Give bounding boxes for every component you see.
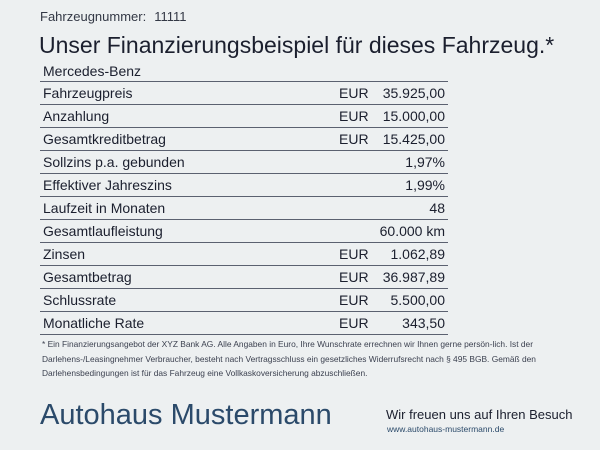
table-row: Gesamtlaufleistung 60.000 km <box>40 220 448 243</box>
row-label: Gesamtlaufleistung <box>43 223 163 239</box>
row-label: Laufzeit in Monaten <box>43 200 166 216</box>
vehicle-number-label: Fahrzeugnummer: <box>40 9 147 24</box>
table-row: Effektiver Jahreszins 1,99% <box>40 174 448 197</box>
table-row: Gesamtbetrag EUR 36.987,89 <box>40 266 448 289</box>
financing-table: Fahrzeugpreis EUR 35.925,00 Anzahlung EU… <box>40 81 448 335</box>
row-currency: EUR <box>339 246 369 262</box>
row-label: Gesamtbetrag <box>43 269 132 285</box>
table-row: Schlussrate EUR 5.500,00 <box>40 289 448 312</box>
row-value: 1,99% <box>405 177 445 193</box>
row-value: 343,50 <box>402 315 445 331</box>
row-currency: EUR <box>339 315 369 331</box>
row-value: 1,97% <box>405 154 445 170</box>
row-label: Zinsen <box>43 246 86 262</box>
row-value: 5.500,00 <box>390 292 446 308</box>
row-currency: EUR <box>339 292 369 308</box>
row-currency: EUR <box>339 269 369 285</box>
table-row: Laufzeit in Monaten 48 <box>40 197 448 220</box>
slogan: Wir freuen uns auf Ihren Besuch <box>386 407 573 422</box>
page-title: Unser Finanzierungsbeispiel für dieses F… <box>39 32 555 58</box>
table-row: Zinsen EUR 1.062,89 <box>40 243 448 266</box>
row-currency: EUR <box>339 131 369 147</box>
website-link[interactable]: www.autohaus-mustermann.de <box>387 424 505 434</box>
row-label: Schlussrate <box>43 292 117 308</box>
table-row: Gesamtkreditbetrag EUR 15.425,00 <box>40 128 448 151</box>
vehicle-number-value: 11111 <box>154 9 187 24</box>
row-value: 60.000 km <box>379 223 445 239</box>
row-value: 1.062,89 <box>390 246 446 262</box>
row-value: 48 <box>429 200 445 216</box>
row-currency: EUR <box>339 85 369 101</box>
row-value: 15.000,00 <box>382 108 445 124</box>
row-label: Sollzins p.a. gebunden <box>43 154 185 170</box>
row-value: 15.425,00 <box>382 131 445 147</box>
row-label: Anzahlung <box>43 108 110 124</box>
row-value: 35.925,00 <box>382 85 445 101</box>
table-row: Sollzins p.a. gebunden 1,97% <box>40 151 448 174</box>
row-label: Gesamtkreditbetrag <box>43 131 166 147</box>
table-row: Monatliche Rate EUR 343,50 <box>40 312 448 335</box>
row-value: 36.987,89 <box>382 269 445 285</box>
vehicle-number: Fahrzeugnummer: 11111 <box>40 9 187 24</box>
footnote: * Ein Finanzierungsangebot der XYZ Bank … <box>42 339 536 378</box>
row-label: Effektiver Jahreszins <box>43 177 172 193</box>
table-row: Fahrzeugpreis EUR 35.925,00 <box>40 82 448 105</box>
vehicle-brand: Mercedes-Benz <box>43 63 142 79</box>
row-currency: EUR <box>339 108 369 124</box>
row-label: Monatliche Rate <box>43 315 145 331</box>
row-label: Fahrzeugpreis <box>43 85 133 101</box>
company-name: Autohaus Mustermann <box>40 399 332 431</box>
table-row: Anzahlung EUR 15.000,00 <box>40 105 448 128</box>
